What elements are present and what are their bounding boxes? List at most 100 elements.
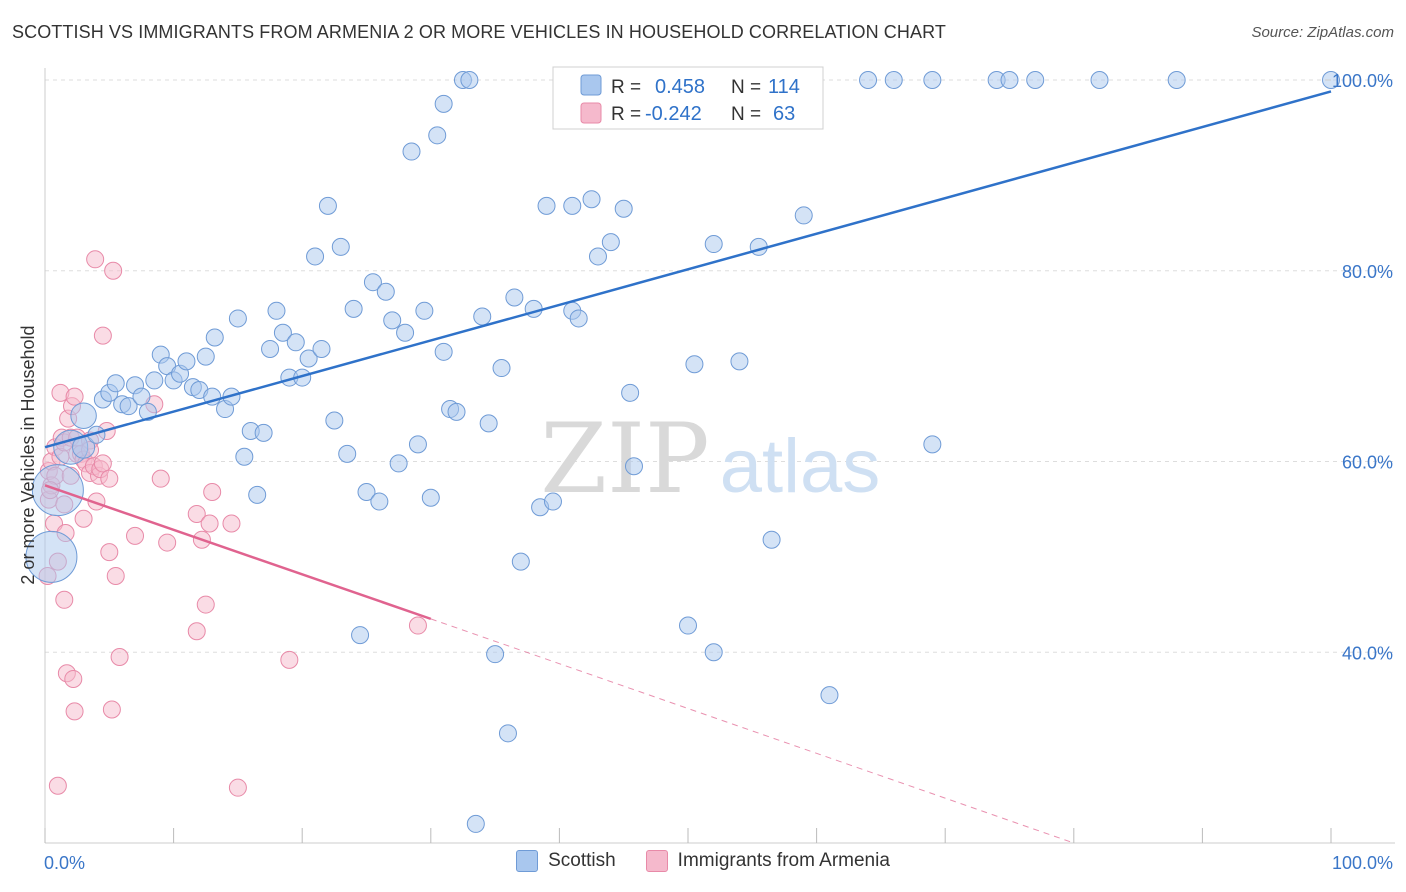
scottish-point-76 bbox=[543, 492, 562, 511]
scottish-point-52 bbox=[389, 454, 408, 473]
scottish-point-70 bbox=[498, 724, 517, 743]
scottish-point-111 bbox=[1000, 71, 1019, 89]
y-axis-label: 2 or more Vehicles in Household bbox=[18, 325, 38, 584]
scottish-point-14 bbox=[145, 371, 164, 390]
scottish-point-49 bbox=[370, 492, 389, 511]
armenia-point-46 bbox=[110, 648, 129, 667]
legend-swatch-scottish-bottom bbox=[516, 850, 539, 872]
armenia-point-51 bbox=[187, 504, 206, 523]
scottish-point-68 bbox=[486, 645, 505, 664]
scottish-point-30 bbox=[248, 485, 267, 504]
chart-title: SCOTTISH VS IMMIGRANTS FROM ARMENIA 2 OR… bbox=[12, 22, 946, 42]
scottish-point-61 bbox=[434, 94, 453, 113]
armenia-point-41 bbox=[100, 543, 119, 562]
watermark-zip: ZIP bbox=[540, 403, 709, 515]
legend-r-label-1: R = bbox=[611, 77, 641, 98]
scottish-point-54 bbox=[402, 142, 421, 161]
armenia-point-45 bbox=[106, 566, 125, 585]
scottish-point-51 bbox=[383, 311, 402, 330]
scottish-point-32 bbox=[261, 339, 280, 358]
scottish-point-3 bbox=[70, 402, 97, 429]
armenia-point-27 bbox=[74, 509, 93, 528]
scottish-point-85 bbox=[624, 457, 643, 476]
armenia-trendline-extension bbox=[430, 618, 1074, 844]
legend-n-label-2: N = bbox=[731, 104, 761, 125]
legend-swatch-armenia bbox=[580, 102, 602, 124]
scottish-point-80 bbox=[582, 190, 601, 209]
scottish-point-71 bbox=[505, 288, 524, 307]
scottish-point-19 bbox=[177, 352, 196, 371]
scottish-point-75 bbox=[537, 196, 556, 215]
armenia-point-58 bbox=[228, 778, 247, 797]
scottish-point-103 bbox=[794, 206, 813, 225]
scottish-point-108 bbox=[923, 435, 942, 454]
scottish-point-22 bbox=[196, 347, 215, 366]
armenia-point-23 bbox=[65, 702, 84, 721]
armenia-point-39 bbox=[93, 454, 112, 473]
scottish-point-93 bbox=[704, 643, 723, 662]
scottish-point-28 bbox=[235, 447, 254, 466]
scottish-point-66 bbox=[473, 307, 492, 326]
scottish-point-53 bbox=[396, 323, 415, 342]
stats-legend: R = 0.458 N = 114 R = -0.242 N = 63 bbox=[552, 66, 824, 130]
armenia-point-56 bbox=[203, 483, 222, 502]
scottish-point-90 bbox=[685, 355, 704, 374]
bottom-legend: Scottish Immigrants from Armenia bbox=[0, 850, 1406, 872]
legend-item-scottish[interactable]: Scottish bbox=[516, 850, 616, 872]
gridlines bbox=[45, 79, 1395, 653]
armenia-point-34 bbox=[86, 250, 105, 269]
legend-n-value-2: 63 bbox=[773, 103, 795, 125]
armenia-point-49 bbox=[151, 469, 170, 488]
scottish-point-59 bbox=[434, 342, 453, 361]
armenia-point-38 bbox=[93, 326, 112, 345]
legend-swatch-armenia-bottom bbox=[645, 850, 668, 872]
armenia-point-22 bbox=[65, 387, 84, 406]
scottish-trendline bbox=[44, 90, 1332, 449]
scottish-point-27 bbox=[228, 309, 247, 328]
scottish-point-45 bbox=[344, 299, 363, 318]
scottish-point-8 bbox=[106, 374, 125, 393]
scottish-point-33 bbox=[267, 301, 286, 320]
armenia-trendline bbox=[44, 484, 432, 621]
scottish-point-67 bbox=[479, 414, 498, 433]
scottish-point-69 bbox=[492, 359, 511, 378]
y-tick-label-1: 60.0% bbox=[1342, 453, 1393, 473]
armenia-point-44 bbox=[104, 261, 123, 280]
x-tick-label-1: 100.0% bbox=[1332, 853, 1393, 873]
armenia-point-50 bbox=[158, 533, 177, 552]
scottish-point-13 bbox=[138, 402, 157, 421]
scottish-point-0 bbox=[25, 530, 78, 583]
scottish-point-106 bbox=[859, 71, 878, 89]
legend-n-label-1: N = bbox=[731, 77, 761, 98]
armenia-point-47 bbox=[126, 526, 145, 545]
scottish-point-64 bbox=[460, 71, 479, 89]
y-tick-labels: 40.0% 60.0% 80.0% 100.0% bbox=[1325, 71, 1393, 663]
scottish-point-43 bbox=[331, 237, 350, 256]
legend-swatch-scottish bbox=[580, 74, 602, 96]
scottish-point-112 bbox=[1026, 71, 1045, 89]
scottish-point-79 bbox=[569, 309, 588, 328]
trendlines bbox=[44, 90, 1332, 844]
legend-item-armenia[interactable]: Immigrants from Armenia bbox=[645, 850, 890, 872]
armenia-point-42 bbox=[100, 469, 119, 488]
scottish-point-47 bbox=[357, 483, 376, 502]
watermark: ZIP atlas bbox=[540, 403, 880, 515]
y-tick-label-0: 40.0% bbox=[1342, 643, 1393, 663]
scottish-point-41 bbox=[318, 196, 337, 215]
armenia-point-60 bbox=[408, 616, 427, 635]
scottish-point-65 bbox=[466, 814, 485, 833]
scottish-point-42 bbox=[325, 411, 344, 430]
watermark-atlas: atlas bbox=[720, 424, 881, 509]
scottish-point-83 bbox=[614, 199, 633, 218]
scottish-point-36 bbox=[286, 333, 305, 352]
legend-n-value-1: 114 bbox=[768, 76, 800, 98]
scottish-point-39 bbox=[306, 247, 325, 266]
armenia-point-54 bbox=[196, 595, 215, 614]
scottish-point-56 bbox=[415, 301, 434, 320]
scottish-point-113 bbox=[1090, 71, 1109, 89]
source-credit: Source: ZipAtlas.com bbox=[1251, 24, 1394, 41]
armenia-point-55 bbox=[200, 514, 219, 533]
scottish-point-97 bbox=[730, 352, 749, 371]
legend-r-value-1: 0.458 bbox=[655, 76, 705, 98]
